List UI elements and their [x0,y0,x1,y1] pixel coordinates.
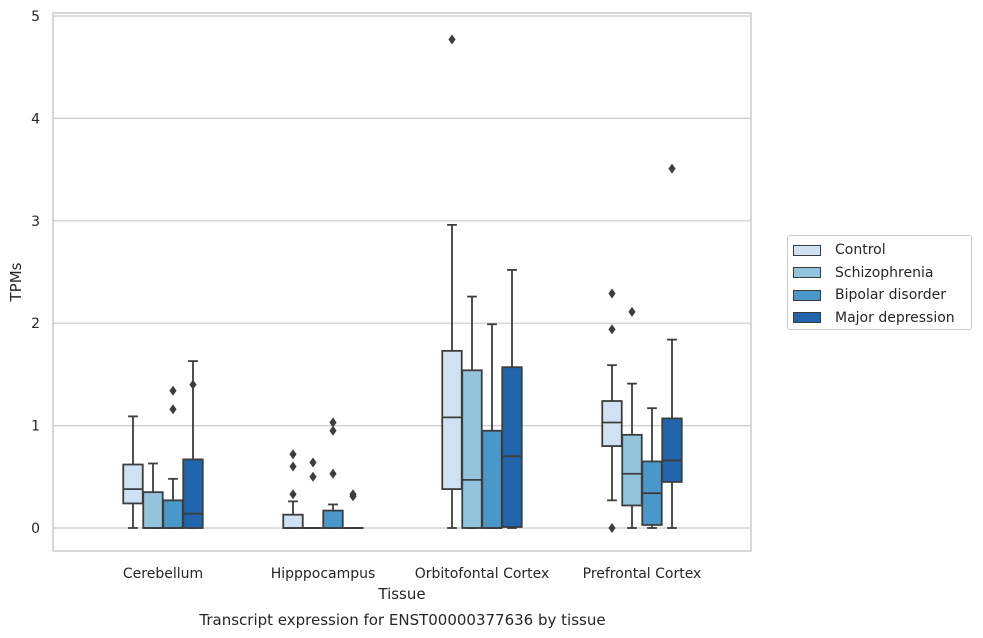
outlier-point [329,468,337,479]
box-series [122,34,683,533]
series-schizophrenia [142,295,643,529]
legend-swatch [793,267,821,278]
series-control [122,34,623,533]
outlier-point [169,385,177,396]
outlier-point [329,425,337,436]
x-tick-label: Orbitofontal Cortex [415,566,550,582]
legend-item: Bipolar disorder [793,285,946,305]
legend-label: Schizophrenia [835,264,934,281]
box [282,513,304,529]
outlier-point [189,379,197,390]
box [122,463,144,505]
chart-caption: Transcript expression for ENST0000037763… [199,611,606,629]
outlier-point [608,523,616,533]
box [441,349,463,490]
box [162,499,184,529]
series-major-depression [182,163,683,529]
series-bipolar-disorder [162,323,663,529]
box [322,509,344,529]
legend-item: Schizophrenia [793,263,933,283]
y-tick-label: 2 [31,316,40,332]
y-tick-label: 5 [31,9,40,25]
box [501,366,523,528]
box [621,433,643,507]
box [481,429,503,529]
x-tick-labels: Cerebellum Hipppocampus Orbitofontal Corte… [123,566,701,582]
outlier-point [608,324,616,335]
outlier-point [608,288,616,299]
legend-label: Bipolar disorder [835,287,947,303]
legend-item: Control [793,240,886,260]
y-tick-labels: 0 1 2 3 4 5 [31,9,40,537]
x-axis-label: Tissue [377,585,425,603]
legend-swatch [793,244,821,256]
outlier-point [448,34,456,45]
box [461,369,483,529]
outlier-point [349,489,357,500]
x-tick-label: Hipppocampus [271,566,376,582]
outlier-point [289,449,297,460]
y-tick-label: 1 [31,419,40,435]
legend-swatch [793,289,821,301]
box [661,417,683,483]
legend-label: Major depression [835,309,955,326]
outlier-point [668,163,676,174]
outlier-point [289,461,297,472]
outlier-point [628,306,636,317]
legend-label: Control [835,242,886,258]
box [182,458,204,529]
x-tick-label: Prefrontal Cortex [583,566,702,582]
box [142,491,164,529]
outlier-point [289,489,297,500]
outlier-point [169,404,177,415]
y-tick-label: 3 [31,214,40,230]
outlier-point [309,457,317,468]
y-axis-label: TPMs [7,262,25,302]
outlier-point [309,471,317,482]
legend: Control Schizophrenia Bipolar disorder Majo… [787,235,972,330]
outlier-point [329,417,337,428]
y-tick-label: 0 [31,521,40,537]
x-tick-label: Cerebellum [123,566,203,582]
box [601,400,623,447]
legend-item: Major depression [793,308,955,328]
legend-swatch [793,312,821,323]
y-tick-label: 4 [31,111,40,127]
